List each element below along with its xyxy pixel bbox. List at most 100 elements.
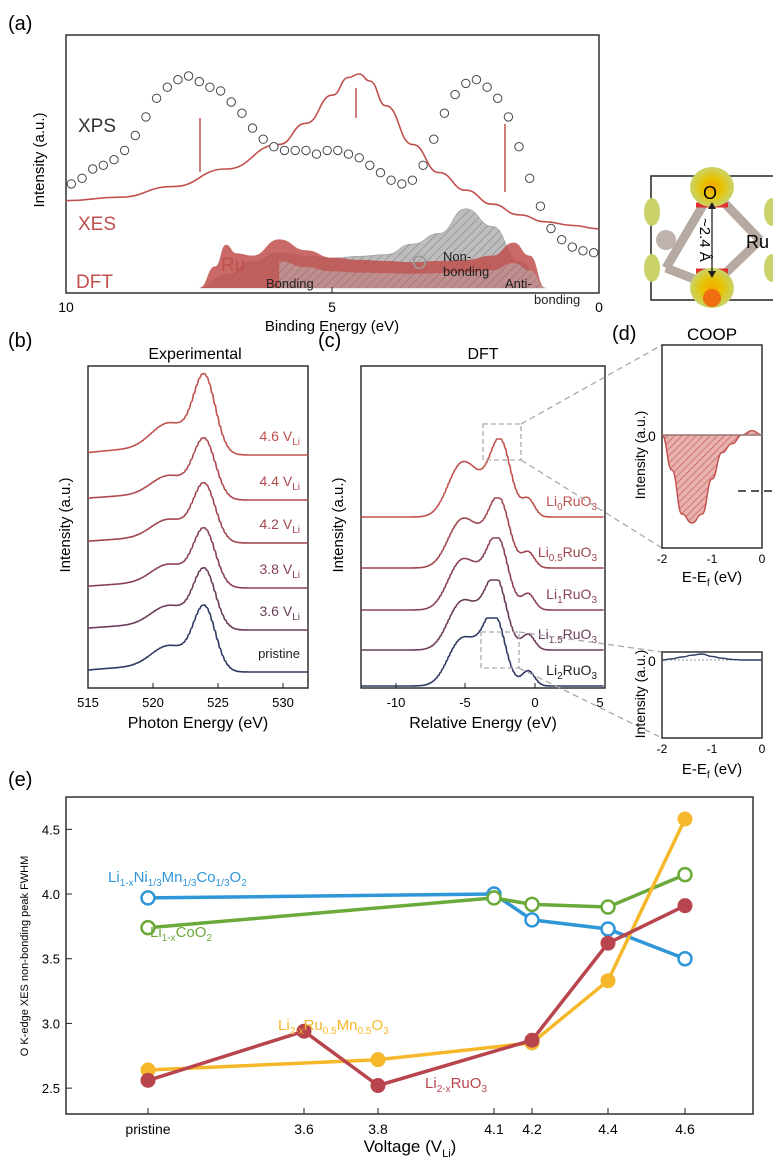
- xps-point: [493, 93, 503, 104]
- coop-bottom-line: [661, 653, 762, 661]
- label-dft: DFT: [76, 272, 113, 293]
- coop-top-area: [661, 429, 763, 524]
- panel-a-lines: [65, 73, 600, 230]
- label-xps: XPS: [78, 116, 116, 137]
- coop-bottom-zero: 0: [648, 653, 656, 669]
- legend-part: 1-x: [162, 933, 176, 944]
- e-xtick-label-0: pristine: [125, 1121, 170, 1137]
- coop-top-xlabel: E-Ef (eV): [682, 569, 742, 589]
- panel-a-xticks: 10 5 0: [58, 287, 603, 315]
- xps-point: [589, 248, 599, 258]
- label-xes: XES: [78, 214, 116, 235]
- legend-part: Co: [196, 869, 215, 886]
- xps-point: [98, 160, 109, 171]
- e-marker-filled: [140, 1062, 156, 1078]
- inset-distance: ~2.4 Å: [696, 218, 713, 262]
- xps-point: [237, 108, 247, 118]
- label-antibonding-2: bonding: [534, 292, 580, 307]
- panel-a-xlabel: Binding Energy (eV): [265, 318, 399, 335]
- trace-label-sub: Li: [292, 612, 300, 623]
- label-nonbonding-1: Non-: [443, 249, 471, 264]
- e-marker-filled: [370, 1052, 386, 1068]
- legend-part: 0.5: [358, 1026, 372, 1037]
- dft-label-pre: Li: [538, 544, 549, 560]
- inset-ru-label: Ru: [746, 232, 769, 252]
- xps-point: [119, 145, 130, 156]
- e-marker-filled: [524, 1032, 540, 1048]
- xps-point: [322, 145, 332, 156]
- xps-point: [397, 179, 407, 189]
- d-top-xtick-m2: -2: [657, 552, 668, 566]
- panel-c-ylabel: Intensity (a.u.): [330, 477, 347, 572]
- legend-part: 0.5: [323, 1026, 337, 1037]
- panel-e: (e) O K-edge XES non-bonding peak FWHM 2…: [8, 769, 754, 1160]
- legend-part: Ru: [304, 1017, 323, 1034]
- xps-point: [567, 242, 577, 252]
- legend-part: Li: [278, 1017, 290, 1034]
- e-xtick-label-5: 4.4: [598, 1121, 618, 1137]
- a-xtick-0: 0: [595, 299, 603, 315]
- d-bot-xtick-m1: -1: [707, 742, 718, 756]
- dft-trace-0: [361, 438, 604, 518]
- panel-c-traces: [360, 438, 604, 687]
- xps-point: [546, 223, 556, 234]
- legend-part: 1/3: [183, 878, 197, 889]
- panel-c-xlabel: Relative Energy (eV): [409, 715, 557, 732]
- xps-point: [343, 149, 354, 159]
- b-xtick-515: 515: [77, 695, 99, 710]
- xps-point: [269, 142, 279, 152]
- trace-label-sub: Li: [292, 525, 300, 536]
- xps-point: [151, 93, 162, 104]
- panel-d-title: COOP: [687, 325, 737, 344]
- e-marker-open: [600, 921, 616, 937]
- d-bot-xtick-m2: -2: [657, 742, 668, 756]
- dft-label-pre: Li: [538, 626, 549, 642]
- xps-point: [407, 175, 418, 185]
- xps-point: [503, 112, 514, 122]
- label-nonbonding-2: bonding: [443, 264, 489, 279]
- panel-c-xticks: -10 -5 0 5: [387, 683, 606, 710]
- trace-label-main: 4.6 V: [260, 428, 293, 444]
- panel-e-ylabel: O K-edge XES non-bonding peak FWHM: [19, 856, 31, 1057]
- legend-part: 1/3: [148, 878, 162, 889]
- b-xtick-525: 525: [207, 695, 229, 710]
- dft-trace-4: [361, 617, 604, 687]
- xps-point: [525, 173, 535, 184]
- dft-label-post: RuO: [563, 626, 592, 642]
- zoom-line-2: [520, 459, 663, 549]
- dft-label-sub2: 3: [591, 635, 597, 646]
- spectrum-trace-5: [87, 604, 308, 673]
- xps-point: [141, 112, 151, 122]
- panel-e-series: [140, 811, 693, 1094]
- label-o: O: [412, 253, 427, 274]
- legend-part: 3: [383, 1026, 389, 1037]
- xps-point: [162, 82, 173, 92]
- legend-part: CoO: [176, 924, 207, 941]
- xps-point: [514, 142, 524, 152]
- trace-label-5: pristine: [258, 646, 300, 661]
- xps-point: [471, 75, 482, 85]
- xps-point: [130, 130, 141, 141]
- xps-point: [386, 175, 396, 185]
- e-ytick-label-2: 3.5: [42, 952, 60, 967]
- e-marker-filled: [370, 1078, 386, 1094]
- panel-b-xlabel: Photon Energy (eV): [128, 715, 269, 732]
- legend-part: Li: [150, 924, 162, 941]
- c-xtick-m10: -10: [387, 695, 406, 710]
- legend-part: RuO: [451, 1075, 482, 1092]
- c-xtick-0: 0: [531, 695, 538, 710]
- e-ytick-label-4: 4.5: [42, 822, 60, 837]
- dft-label-sub2: 3: [591, 671, 597, 682]
- e-marker-open: [677, 950, 693, 967]
- e-marker-open: [677, 866, 693, 883]
- panel-b-traces: [87, 372, 308, 673]
- panel-c-title: DFT: [467, 346, 498, 363]
- e-xtick-label-4: 4.2: [522, 1121, 542, 1137]
- e-marker-open: [140, 890, 156, 906]
- b-xtick-520: 520: [142, 695, 164, 710]
- dft-label-sub2: 3: [591, 595, 597, 606]
- zoom-line-3: [518, 631, 663, 653]
